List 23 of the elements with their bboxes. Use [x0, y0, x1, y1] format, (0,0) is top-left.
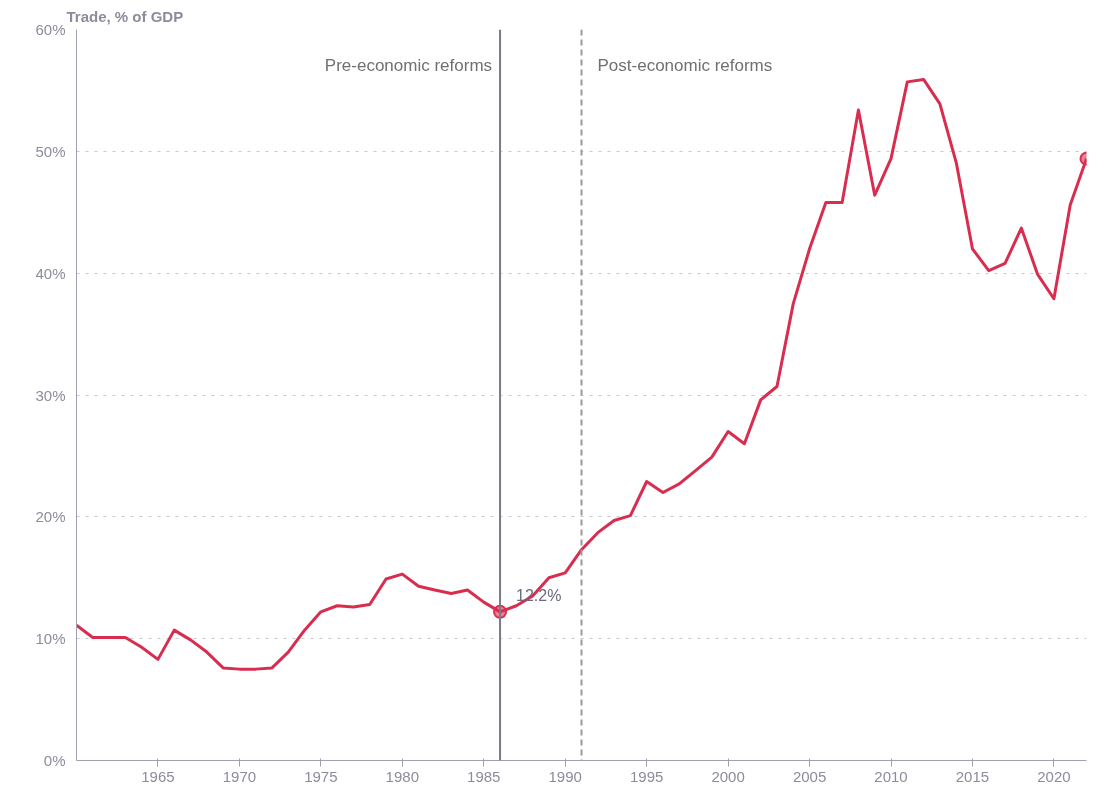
line-series [76, 77, 1087, 671]
x-tick-label: 1985 [467, 767, 501, 785]
y-tick-label: 20% [35, 508, 66, 526]
x-tick-label: 2000 [711, 767, 745, 785]
x-tick-label: 2020 [1037, 767, 1071, 785]
y-tick-label: 10% [35, 630, 66, 648]
y-tick-label: 30% [35, 386, 66, 404]
x-tick-label: 2005 [792, 767, 827, 785]
x-tick-label: 1970 [222, 767, 257, 785]
y-tick-label: 40% [35, 264, 66, 282]
y-axis-title: Trade, % of GDP [66, 7, 184, 25]
x-tick-label: 1995 [629, 767, 664, 785]
ref-line-label: Post-economic reforms [597, 56, 773, 75]
ref-line-label: Pre-economic reforms [324, 56, 493, 75]
y-tick-label: 50% [35, 142, 66, 160]
x-tick-label: 1980 [385, 767, 419, 785]
y-tick-label: 60% [35, 21, 66, 38]
x-tick-label: 1975 [304, 767, 338, 785]
x-tick-label: 2010 [874, 767, 908, 785]
y-tick-label: 0% [43, 752, 66, 769]
x-tick-label: 1990 [548, 767, 582, 785]
x-tick-label: 1965 [141, 767, 175, 785]
x-tick-label: 2015 [955, 767, 990, 785]
